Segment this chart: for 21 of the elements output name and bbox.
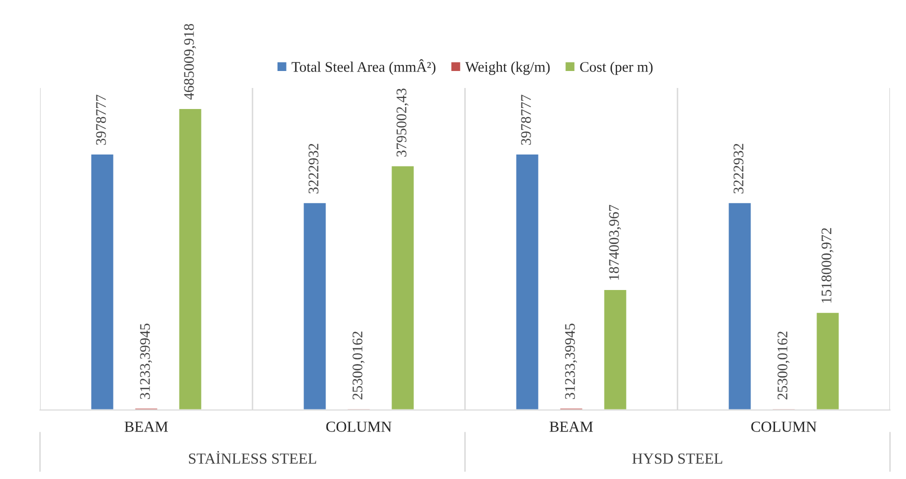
data-label: 3222932 (734, 144, 744, 194)
x-tick-label: BEAM (124, 422, 168, 432)
legend-label: Cost (per m) (580, 62, 653, 75)
data-label: 3795002,43 (396, 88, 408, 157)
data-label: 25300,0162 (352, 332, 364, 400)
data-label: 4685009,918 (184, 24, 196, 100)
x-tick-label: BEAM (550, 422, 593, 432)
data-label: 1874003,967 (609, 204, 621, 280)
x-tick-label: COLUMN (326, 422, 392, 432)
data-label: 1518000,972 (822, 228, 834, 303)
data-label: 3978777 (96, 94, 106, 145)
data-label: 25300,0162 (778, 332, 790, 400)
data-label: 3222932 (308, 144, 318, 194)
data-label: 31233,39945 (140, 324, 152, 399)
text: HYSD STEEL (632, 453, 722, 464)
data-label: 3978777 (521, 94, 531, 145)
legend-label: Total Steel Area (mmÂ²) (292, 59, 436, 75)
x-tick-label: COLUMN (751, 422, 816, 432)
text: STAİNLESS STEEL (188, 451, 316, 464)
legend-label: Weight (kg/m) (465, 62, 550, 75)
data-label: 31233,39945 (565, 324, 577, 399)
